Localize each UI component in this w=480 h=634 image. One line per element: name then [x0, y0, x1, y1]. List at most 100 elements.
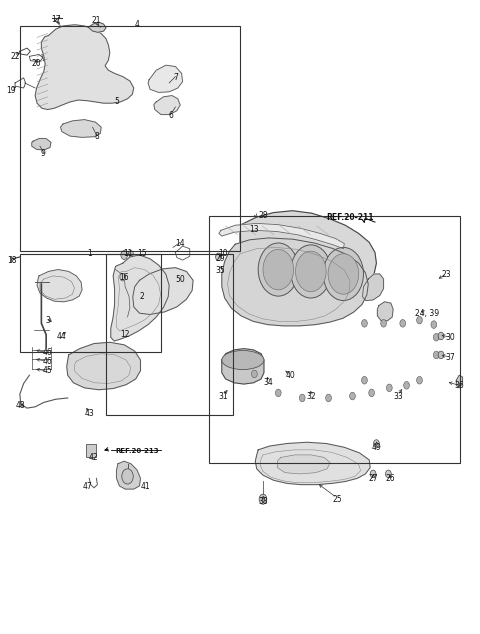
- Bar: [106, 254, 233, 415]
- Text: 1: 1: [87, 249, 92, 258]
- Text: 4: 4: [135, 20, 140, 29]
- Polygon shape: [35, 25, 134, 110]
- Circle shape: [400, 320, 406, 327]
- Circle shape: [259, 494, 267, 504]
- Text: 28: 28: [258, 210, 268, 219]
- Polygon shape: [37, 269, 82, 302]
- Text: 7: 7: [173, 74, 178, 82]
- Polygon shape: [154, 96, 180, 115]
- Polygon shape: [377, 302, 393, 321]
- Text: 44: 44: [57, 332, 67, 341]
- Circle shape: [404, 382, 409, 389]
- Text: 6: 6: [168, 112, 173, 120]
- Bar: [20, 254, 161, 352]
- Polygon shape: [60, 120, 101, 138]
- Polygon shape: [362, 274, 384, 301]
- Text: 16: 16: [120, 273, 129, 281]
- Circle shape: [252, 370, 257, 378]
- Text: 42: 42: [88, 453, 98, 462]
- Circle shape: [296, 251, 326, 292]
- Text: 9: 9: [40, 149, 45, 158]
- Polygon shape: [88, 22, 106, 32]
- Text: 26: 26: [385, 474, 395, 484]
- Text: 38: 38: [259, 497, 268, 506]
- Circle shape: [369, 389, 374, 397]
- Polygon shape: [237, 210, 376, 312]
- Text: 5: 5: [115, 98, 120, 107]
- Text: 36: 36: [455, 381, 464, 390]
- Circle shape: [417, 316, 422, 324]
- Circle shape: [438, 351, 444, 359]
- Text: 29: 29: [216, 254, 225, 262]
- Text: 3: 3: [45, 316, 50, 325]
- Text: 25: 25: [332, 495, 342, 503]
- Text: 13: 13: [250, 224, 259, 233]
- Text: 48: 48: [16, 401, 25, 410]
- Text: 41: 41: [141, 482, 150, 491]
- Circle shape: [433, 351, 439, 359]
- Text: 49: 49: [372, 443, 382, 452]
- Polygon shape: [456, 375, 463, 388]
- Polygon shape: [277, 455, 330, 474]
- Text: 11: 11: [123, 249, 132, 258]
- Text: 37: 37: [446, 353, 456, 362]
- Polygon shape: [222, 238, 368, 326]
- Circle shape: [385, 470, 391, 477]
- Text: 17: 17: [51, 15, 60, 24]
- Circle shape: [386, 384, 392, 392]
- Polygon shape: [133, 268, 193, 314]
- Circle shape: [361, 320, 367, 327]
- Text: 8: 8: [94, 132, 99, 141]
- Circle shape: [361, 377, 367, 384]
- Bar: [20, 26, 240, 250]
- Text: 31: 31: [218, 392, 228, 401]
- Text: 2: 2: [140, 292, 145, 301]
- Text: 23: 23: [442, 270, 452, 279]
- Polygon shape: [222, 349, 264, 384]
- Circle shape: [216, 253, 221, 261]
- Polygon shape: [32, 139, 51, 150]
- Text: 33: 33: [393, 392, 403, 401]
- Circle shape: [291, 245, 331, 298]
- Ellipse shape: [222, 351, 264, 370]
- Text: REF.20-211: REF.20-211: [326, 213, 374, 222]
- Text: 35: 35: [216, 266, 225, 275]
- Text: 18: 18: [7, 256, 16, 264]
- Circle shape: [300, 394, 305, 402]
- Text: 46: 46: [42, 357, 52, 366]
- Circle shape: [381, 320, 386, 327]
- Text: 47: 47: [83, 482, 92, 491]
- Circle shape: [258, 243, 299, 296]
- Text: 24, 39: 24, 39: [415, 309, 439, 318]
- Text: 46: 46: [42, 348, 52, 357]
- Circle shape: [323, 247, 363, 301]
- Circle shape: [433, 333, 439, 341]
- Circle shape: [122, 469, 133, 484]
- Text: 45: 45: [42, 366, 52, 375]
- Circle shape: [276, 389, 281, 397]
- Circle shape: [417, 377, 422, 384]
- Circle shape: [121, 250, 128, 259]
- Circle shape: [438, 332, 444, 340]
- Circle shape: [325, 394, 331, 402]
- Text: 30: 30: [446, 333, 456, 342]
- Text: 21: 21: [92, 16, 101, 25]
- Circle shape: [129, 250, 133, 257]
- Text: REF.20-213: REF.20-213: [115, 448, 159, 454]
- Polygon shape: [255, 443, 370, 484]
- Text: 40: 40: [286, 372, 295, 380]
- Circle shape: [120, 273, 126, 281]
- Circle shape: [373, 440, 379, 448]
- Text: 34: 34: [264, 378, 274, 387]
- Bar: [209, 216, 460, 462]
- Text: 19: 19: [6, 86, 16, 95]
- Text: 20: 20: [31, 60, 41, 68]
- Text: 14: 14: [175, 239, 185, 248]
- Text: 32: 32: [306, 392, 316, 401]
- Text: 10: 10: [218, 249, 228, 257]
- Circle shape: [349, 392, 355, 400]
- Circle shape: [328, 254, 359, 294]
- Circle shape: [263, 249, 294, 290]
- Circle shape: [431, 321, 437, 328]
- Text: 50: 50: [176, 275, 186, 283]
